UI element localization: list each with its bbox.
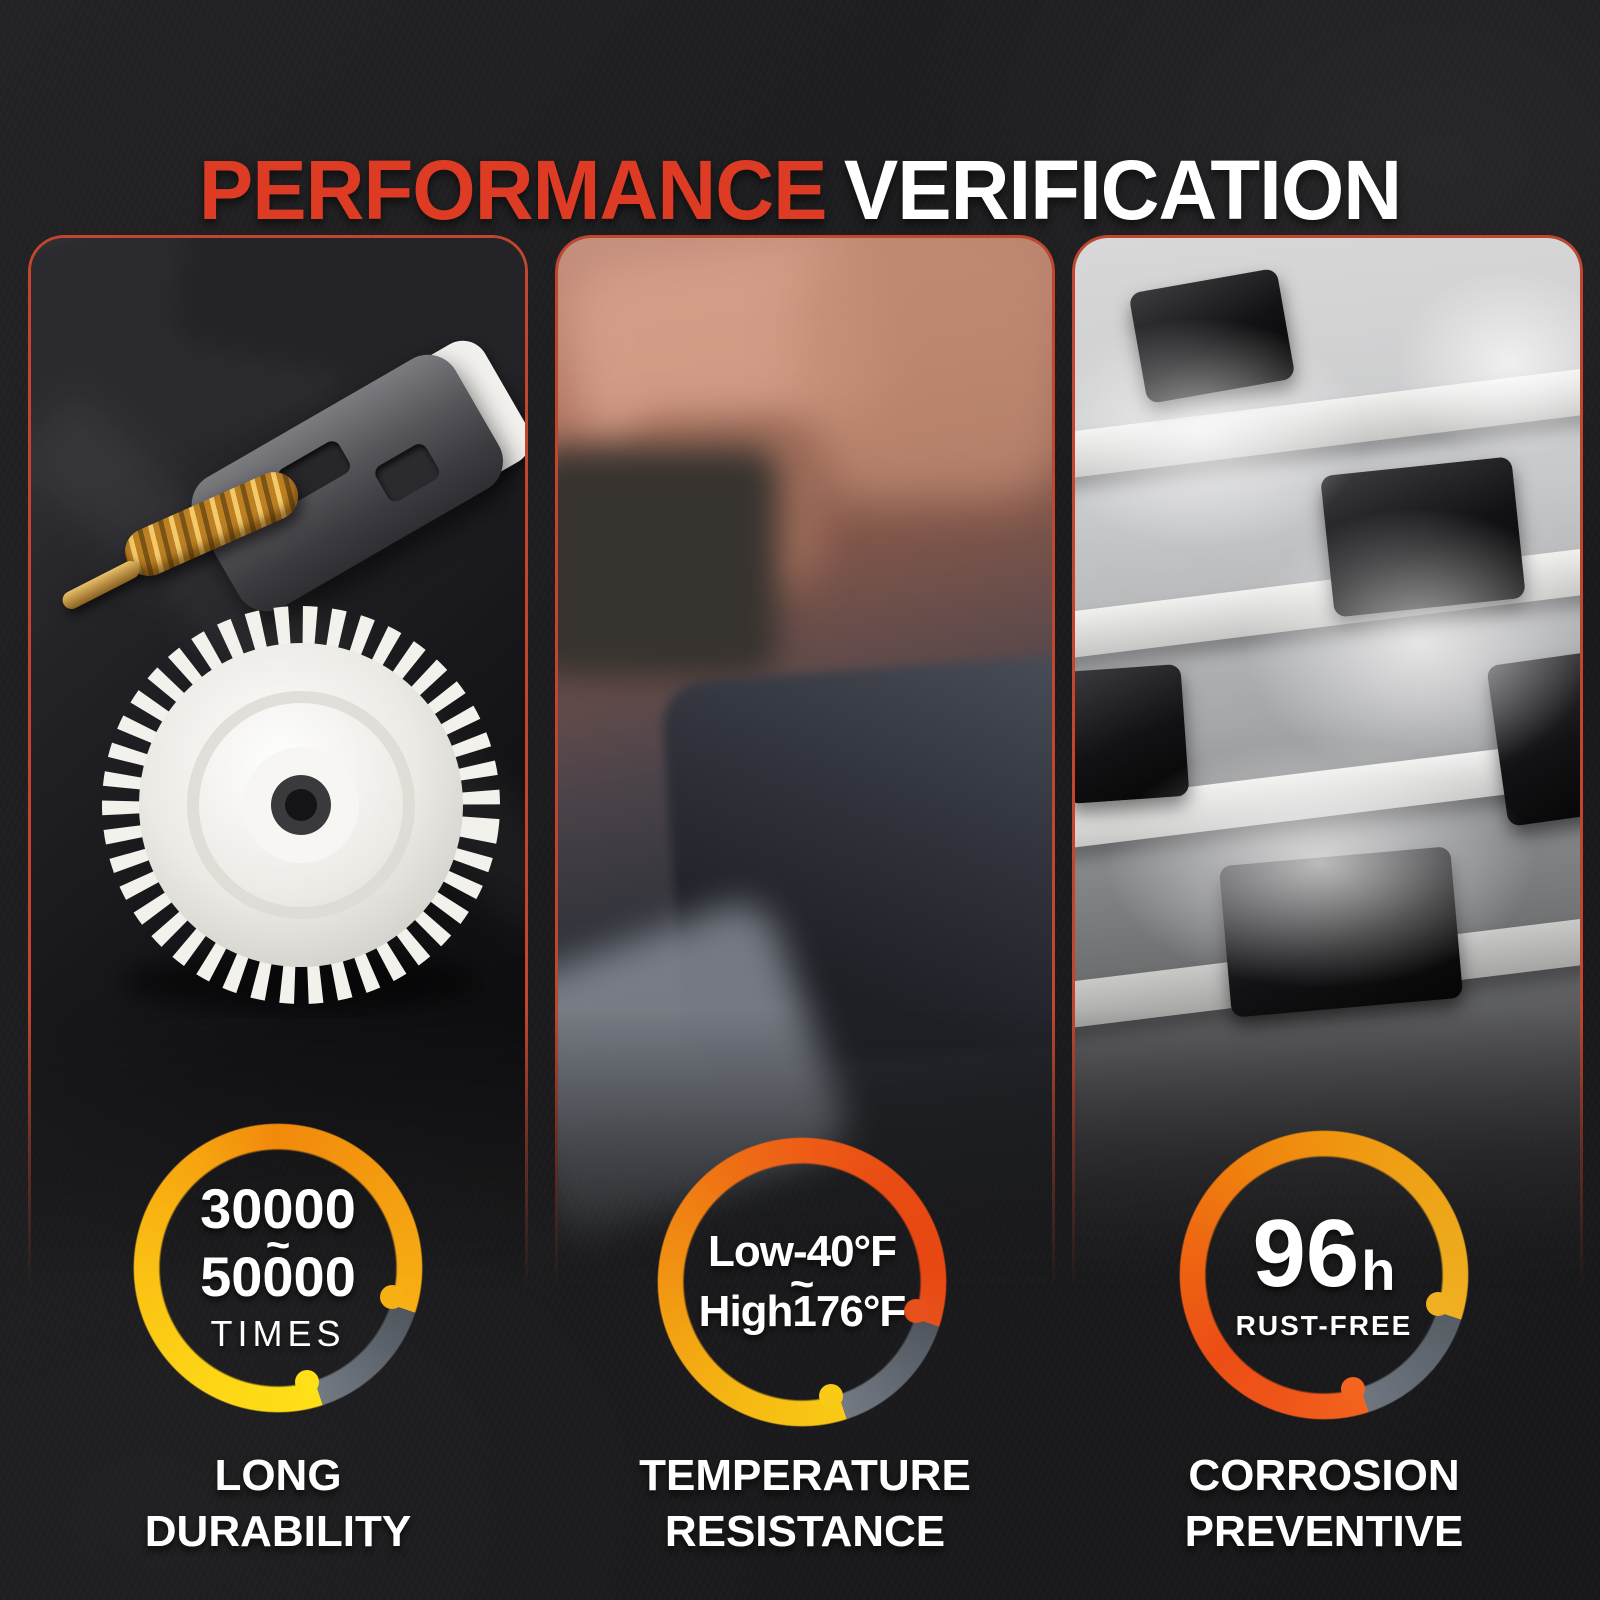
ring-arc: [657, 1137, 947, 1427]
progress-ring-temperature: Low-40°F ~ High176°F: [657, 1137, 947, 1427]
caption-line: CORROSION: [1188, 1451, 1460, 1500]
machine-silhouette: [558, 448, 778, 678]
temperature-badge: Low-40°F ~ High176°F: [657, 1137, 947, 1427]
caption-temperature: TEMPERATURE RESISTANCE: [555, 1448, 1055, 1560]
durability-badge: 30000 ~ 50000 TIMES: [133, 1123, 423, 1413]
arc-round-cap: [380, 1285, 404, 1309]
temp-low-value: Low-40°F: [707, 1227, 897, 1276]
panel-temperature-photo: [555, 235, 1055, 1311]
ring-arc: [133, 1123, 423, 1413]
arc-round-cap: [904, 1299, 928, 1323]
hours-value: 96: [1252, 1200, 1360, 1307]
caption-line: PREVENTIVE: [1184, 1507, 1464, 1556]
panel-corrosion-photo: [1072, 235, 1583, 1311]
ring-arc: [1179, 1130, 1469, 1420]
caption-line: TEMPERATURE: [639, 1451, 971, 1500]
rust-free-label: RUST-FREE: [1235, 1310, 1413, 1341]
cycles-min-value: 30000: [200, 1177, 356, 1240]
arc-round-cap: [295, 1370, 319, 1394]
caption-line: RESISTANCE: [664, 1507, 946, 1556]
fog-cloud: [1245, 508, 1580, 778]
temp-high-value: High176°F: [698, 1287, 907, 1336]
arc-round-cap: [1426, 1292, 1450, 1316]
warm-blur-shape: [798, 238, 1052, 498]
progress-ring-durability: 30000 ~ 50000 TIMES: [133, 1123, 423, 1413]
fog-cloud: [1075, 318, 1365, 548]
white-plastic-gear-graphic: [102, 606, 500, 1012]
page-title: PERFORMANCE VERIFICATION: [24, 148, 1576, 232]
corrosion-badge: 96 h RUST-FREE: [1179, 1130, 1469, 1420]
caption-line: DURABILITY: [144, 1507, 412, 1556]
cycles-max-value: 50000: [200, 1245, 356, 1308]
fog-cloud: [1395, 268, 1580, 458]
progress-ring-corrosion: 96 h RUST-FREE: [1179, 1130, 1469, 1420]
arc-round-cap: [1341, 1377, 1365, 1401]
caption-line: LONG: [214, 1451, 342, 1500]
hours-unit: h: [1361, 1239, 1396, 1302]
title-rest: VERIFICATION: [843, 143, 1402, 238]
caption-corrosion: CORROSION PREVENTIVE: [1074, 1448, 1574, 1560]
rust-free-hours: 96 h: [1252, 1200, 1396, 1307]
arc-round-cap: [819, 1384, 843, 1408]
fog-cloud: [1105, 738, 1535, 988]
caption-durability: LONG DURABILITY: [28, 1448, 528, 1560]
title-highlight: PERFORMANCE: [198, 143, 828, 238]
cycles-unit-label: TIMES: [210, 1313, 346, 1354]
